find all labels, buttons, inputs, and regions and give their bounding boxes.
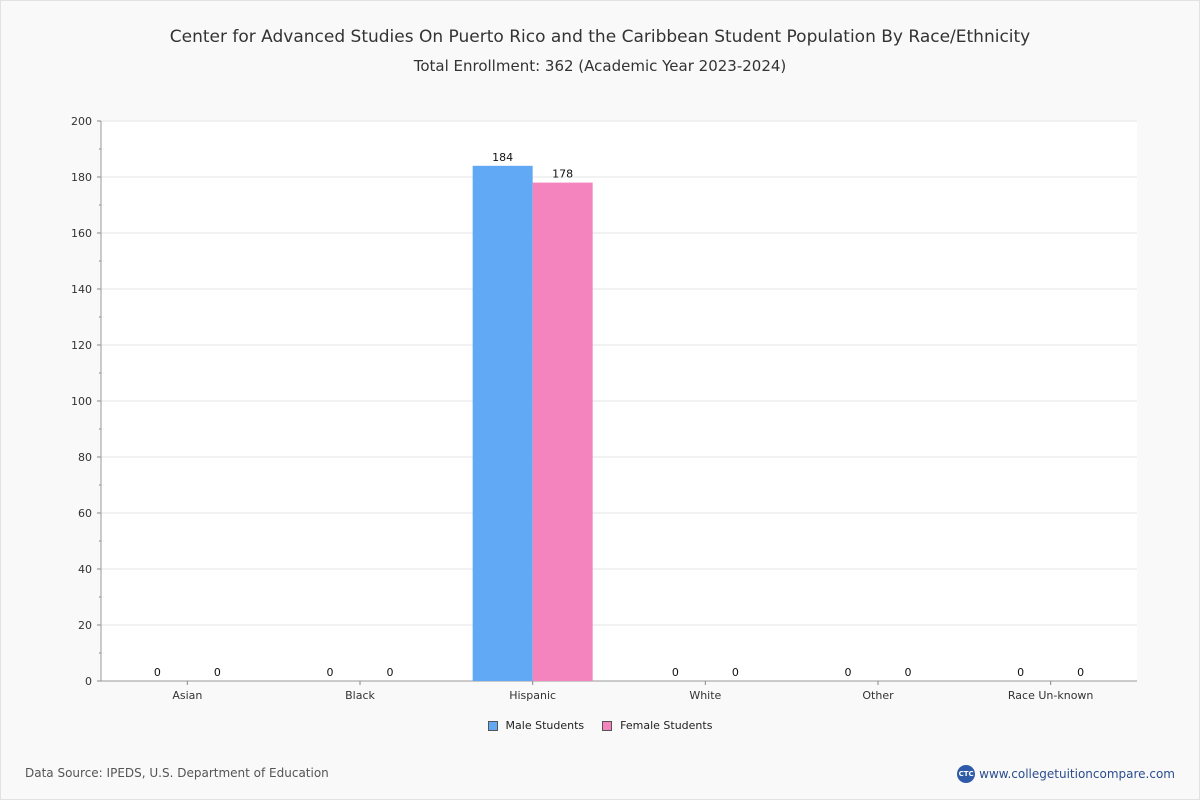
y-tick-label: 200 — [71, 115, 92, 128]
data-label: 0 — [387, 666, 394, 679]
data-label: 0 — [1017, 666, 1024, 679]
y-tick-label: 120 — [71, 339, 92, 352]
data-label: 0 — [327, 666, 334, 679]
y-tick-label: 40 — [78, 563, 92, 576]
legend-item-male[interactable]: Male Students — [487, 719, 585, 732]
chart-title: Center for Advanced Studies On Puerto Ri… — [169, 27, 1031, 47]
x-tick-label: Asian — [172, 689, 202, 702]
x-tick-label: Race Un-known — [1008, 689, 1094, 702]
x-tick-label: White — [689, 689, 721, 702]
legend-swatch-male — [487, 720, 498, 731]
x-tick-label: Other — [862, 689, 894, 702]
legend-item-female[interactable]: Female Students — [602, 719, 712, 732]
bar — [532, 182, 593, 681]
data-label: 0 — [732, 666, 739, 679]
data-label: 0 — [1077, 666, 1084, 679]
y-tick-label: 80 — [78, 451, 92, 464]
y-tick-label: 140 — [71, 283, 92, 296]
x-tick-label: Black — [345, 689, 375, 702]
data-label: 0 — [154, 666, 161, 679]
brand-link[interactable]: CTC www.collegetuitioncompare.com — [957, 765, 1175, 783]
y-tick-label: 100 — [71, 395, 92, 408]
legend-swatch-female — [602, 720, 613, 731]
bar-chart: 0 20 40 60 80 100 120 140 160 180 200 0 0 Asian 0 0 Blac… — [71, 115, 1137, 702]
y-tick-label: 180 — [71, 171, 92, 184]
y-tick-label: 20 — [78, 619, 92, 632]
data-label: 184 — [492, 151, 513, 164]
data-label: 178 — [552, 168, 573, 181]
legend-label-female: Female Students — [620, 719, 713, 732]
y-tick-label: 60 — [78, 507, 92, 520]
data-label: 0 — [905, 666, 912, 679]
x-tick-label: Hispanic — [509, 689, 556, 702]
brand-url: www.collegetuitioncompare.com — [979, 767, 1175, 781]
data-label: 0 — [214, 666, 221, 679]
chart-legend: Male Students Female Students — [1, 719, 1199, 732]
y-tick-label: 160 — [71, 227, 92, 240]
legend-label-male: Male Students — [505, 719, 585, 732]
data-label: 0 — [672, 666, 679, 679]
data-label: 0 — [845, 666, 852, 679]
chart-subtitle: Total Enrollment: 362 (Academic Year 202… — [413, 57, 787, 75]
bar — [472, 165, 533, 682]
y-tick-label: 0 — [85, 675, 92, 688]
data-source-note: Data Source: IPEDS, U.S. Department of E… — [25, 766, 329, 780]
ctc-logo-icon: CTC — [957, 765, 976, 783]
